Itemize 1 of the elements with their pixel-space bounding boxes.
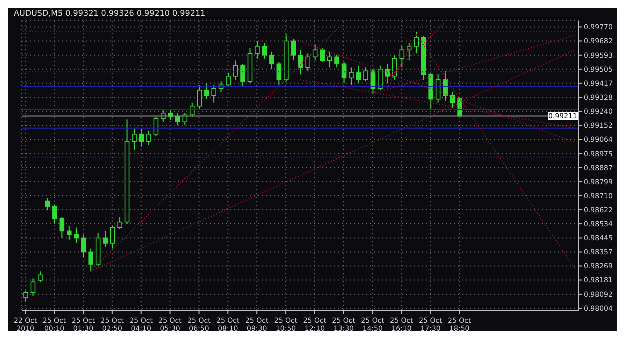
chart-title: AUDUSD,M5 0.99321 0.99326 0.99210 0.99211 (14, 9, 206, 18)
